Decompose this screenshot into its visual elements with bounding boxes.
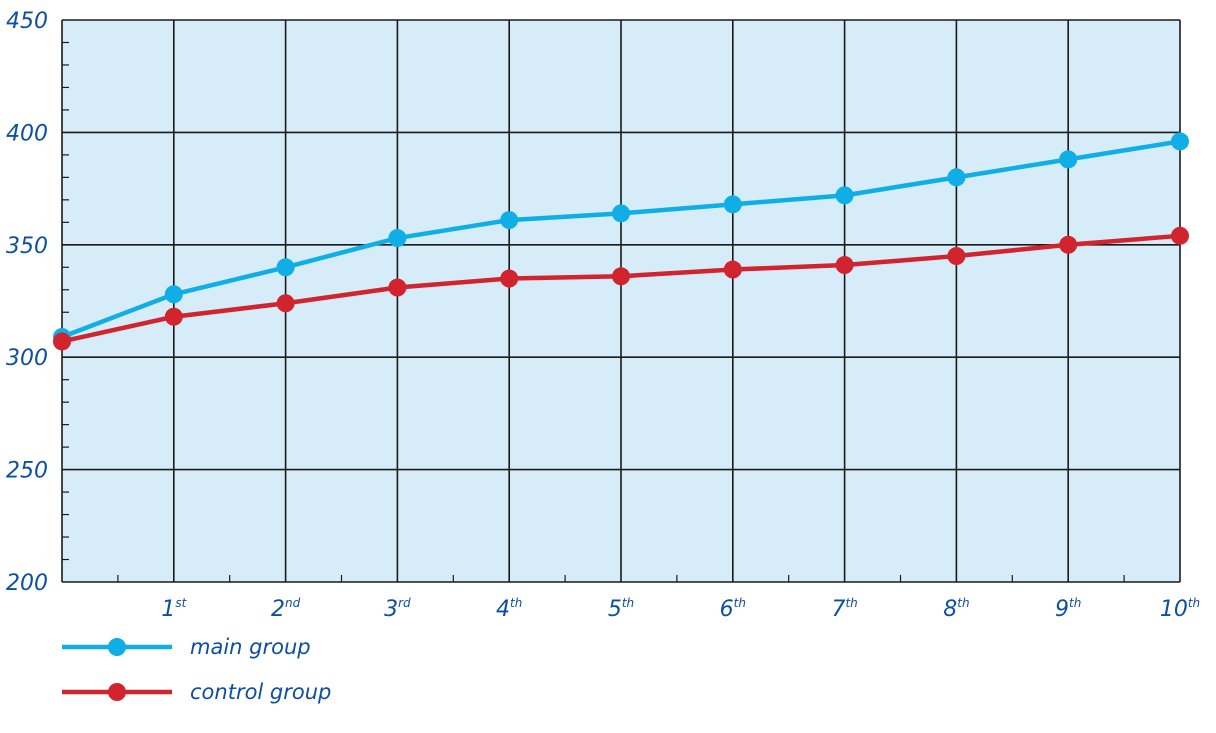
- legend: main group control group: [62, 635, 331, 704]
- data-point-main-group-7: [835, 186, 854, 205]
- y-tick-label-200: 200: [6, 571, 48, 596]
- data-point-control-group-3: [388, 278, 407, 297]
- data-point-control-group-9: [1059, 235, 1078, 254]
- data-point-main-group-1: [164, 285, 183, 304]
- x-tick-label-1st: 1st: [161, 596, 187, 622]
- legend-item-main-group: main group: [62, 635, 311, 659]
- x-tick-label-5th: 5th: [608, 596, 634, 622]
- legend-item-control-group: control group: [62, 680, 331, 704]
- data-point-control-group-7: [835, 256, 854, 275]
- data-point-control-group-8: [947, 247, 966, 266]
- legend-label-control-group: control group: [190, 680, 331, 704]
- y-tick-label-450: 450: [6, 9, 48, 34]
- data-point-control-group-0: [53, 332, 71, 351]
- legend-marker-control-group: [108, 683, 126, 701]
- x-tick-label-10th: 10th: [1160, 596, 1200, 622]
- data-point-main-group-4: [500, 211, 519, 230]
- data-point-control-group-1: [164, 307, 183, 326]
- y-tick-label-250: 250: [6, 459, 48, 484]
- data-point-control-group-2: [276, 294, 295, 313]
- data-point-main-group-9: [1059, 150, 1078, 169]
- data-point-control-group-6: [723, 260, 742, 279]
- series-layer: [53, 132, 1189, 351]
- legend-label-main-group: main group: [190, 635, 311, 659]
- series-main-group: [53, 132, 1189, 346]
- series-control-group: [53, 226, 1189, 351]
- x-axis-labels: 1st 2nd 3rd 4th 5th 6th 7th 8th 9th 10th: [161, 596, 1200, 622]
- x-tick-label-9th: 9th: [1055, 596, 1081, 622]
- y-tick-label-350: 350: [6, 234, 48, 259]
- data-point-control-group-4: [500, 269, 519, 288]
- legend-marker-main-group: [108, 638, 126, 656]
- data-point-control-group-5: [612, 267, 630, 286]
- y-tick-label-300: 300: [6, 346, 48, 371]
- data-point-main-group-3: [388, 229, 407, 248]
- data-point-main-group-10: [1171, 132, 1189, 151]
- x-tick-label-6th: 6th: [720, 596, 746, 622]
- data-point-control-group-10: [1171, 226, 1189, 245]
- data-point-main-group-2: [276, 258, 295, 277]
- x-tick-label-2nd: 2nd: [271, 596, 301, 622]
- data-point-main-group-5: [612, 204, 630, 223]
- x-tick-label-7th: 7th: [831, 596, 857, 622]
- grid: [61, 19, 1181, 583]
- y-tick-label-400: 400: [6, 121, 48, 146]
- y-axis-labels: 450 400 350 300 250 200: [6, 9, 48, 596]
- x-tick-label-4th: 4th: [496, 596, 522, 622]
- x-tick-label-3rd: 3rd: [384, 596, 411, 622]
- x-tick-label-8th: 8th: [943, 596, 969, 622]
- data-point-main-group-8: [947, 168, 966, 187]
- data-point-main-group-6: [723, 195, 742, 214]
